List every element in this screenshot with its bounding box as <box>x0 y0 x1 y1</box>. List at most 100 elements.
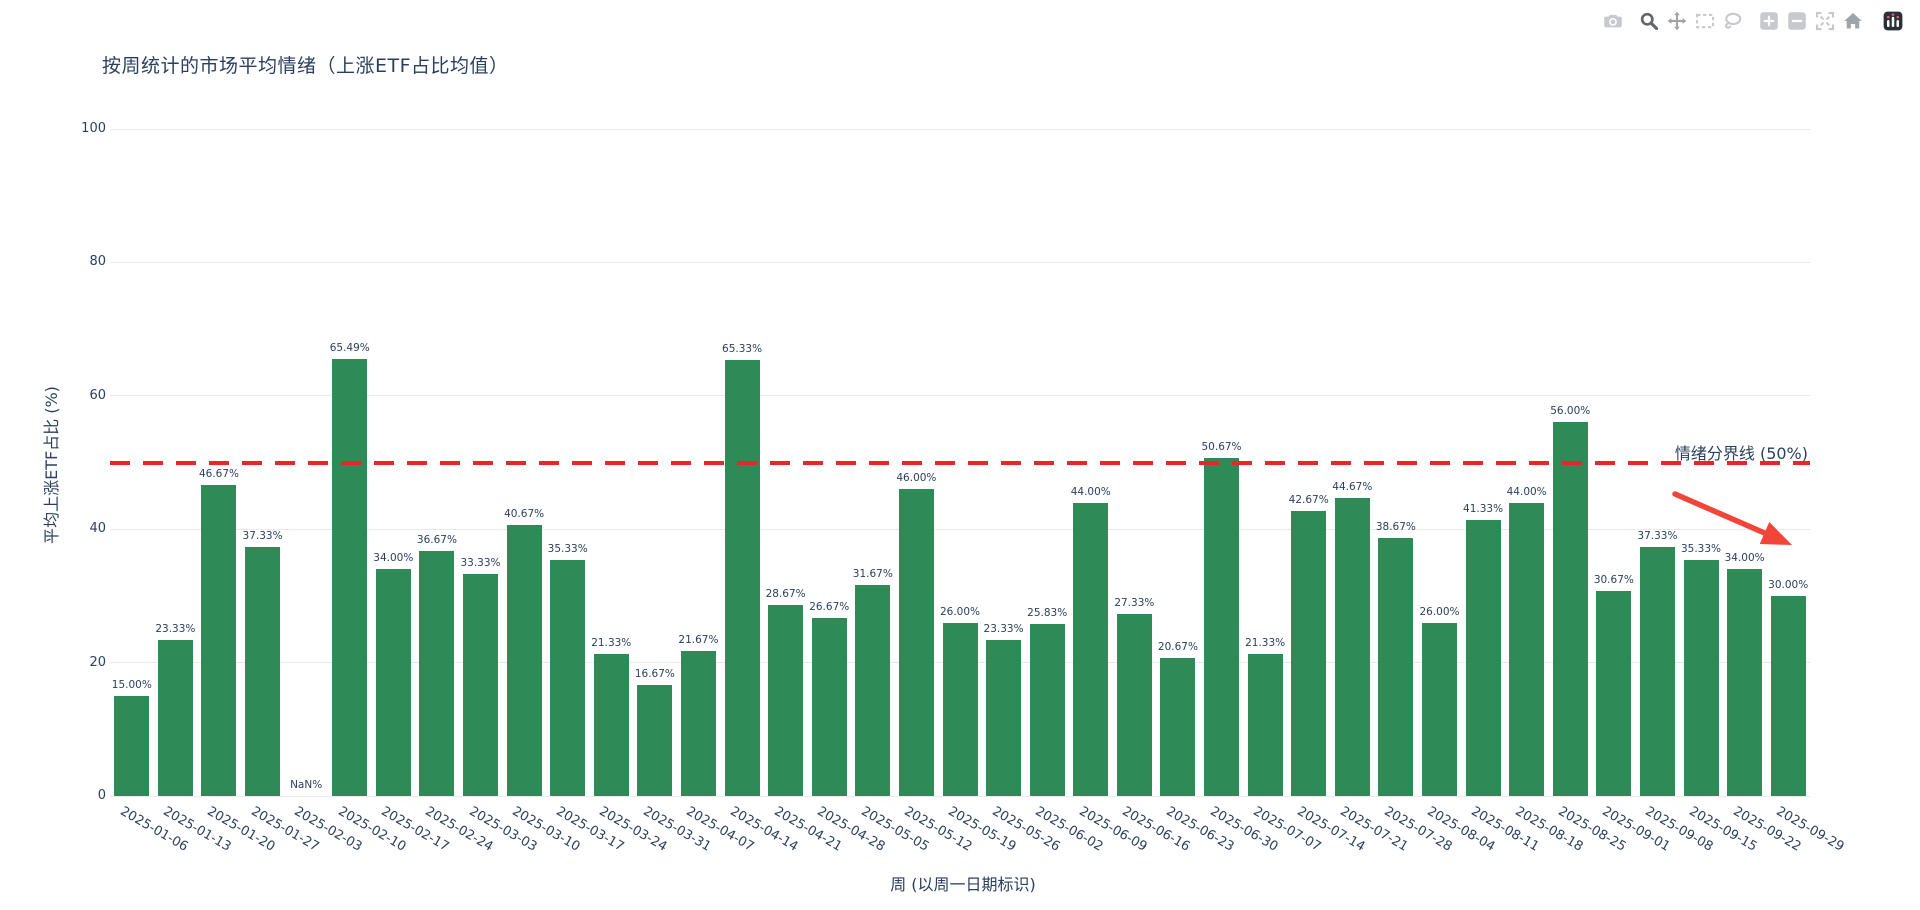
bar[interactable] <box>1247 653 1283 796</box>
bar-value-label: 26.00% <box>1419 605 1460 618</box>
bar[interactable] <box>1683 560 1719 796</box>
bar-value-label: 56.00% <box>1550 405 1591 418</box>
bar[interactable] <box>332 359 368 796</box>
zoom-out-icon <box>1787 11 1807 31</box>
autoscale-icon <box>1815 11 1835 31</box>
y-tick-label: 20 <box>89 654 106 670</box>
bar-value-label: 46.67% <box>198 467 239 480</box>
bar[interactable] <box>680 651 716 796</box>
bar-value-label: 27.33% <box>1114 596 1155 609</box>
modebar-button-home[interactable] <box>1840 8 1866 34</box>
bar[interactable] <box>1334 498 1370 796</box>
bar-value-label: 44.00% <box>1070 485 1111 498</box>
bar[interactable] <box>114 695 150 796</box>
bar[interactable] <box>463 573 498 796</box>
bar-value-label: 41.33% <box>1463 503 1504 516</box>
bar[interactable] <box>1073 502 1109 796</box>
bar[interactable] <box>1116 613 1152 796</box>
modebar-button-zoom[interactable] <box>1636 8 1662 34</box>
bar[interactable] <box>855 584 891 796</box>
bar-value-label: 20.67% <box>1157 641 1198 654</box>
bar-value-label: 37.33% <box>1637 530 1678 542</box>
lasso-select-icon <box>1723 11 1743 31</box>
chart-title: 按周统计的市场平均情绪（上涨ETF占比均值） <box>102 55 509 77</box>
plot-area[interactable]: 15.00% 23.33% 46.67% 37.33% NaN% 65.49% 34.00%… <box>110 128 1810 797</box>
bar-value-label: 46.00% <box>896 472 937 485</box>
bar[interactable] <box>768 604 804 796</box>
bar[interactable] <box>157 640 193 796</box>
bar[interactable] <box>1596 591 1632 796</box>
bar-value-label: 40.67% <box>504 507 545 520</box>
bar-value-label: 26.67% <box>809 601 850 614</box>
bar-value-label: 35.33% <box>1680 543 1722 556</box>
bar[interactable] <box>1378 538 1414 796</box>
box-select-icon <box>1695 11 1715 31</box>
x-axis-title: 周 (以周一日期标识) <box>890 875 1036 894</box>
bar-value-label: 15.00% <box>111 678 152 691</box>
bar[interactable] <box>201 484 237 796</box>
bar-value-label: 28.67% <box>765 587 806 600</box>
plotly-logo-icon <box>1883 11 1903 31</box>
bar-value-label: 44.00% <box>1506 485 1547 498</box>
y-gridline <box>110 395 1810 397</box>
bar-value-label: 37.33% <box>242 530 283 542</box>
bar[interactable] <box>419 551 455 796</box>
camera-icon <box>1603 11 1623 31</box>
bar-value-label: 65.33% <box>722 343 763 356</box>
bar[interactable] <box>375 569 411 796</box>
bar-value-label: 21.67% <box>678 634 719 647</box>
zoom-in-icon <box>1759 11 1779 31</box>
bar-value-label: 30.67% <box>1593 574 1634 587</box>
bar-value-label: 21.33% <box>1245 636 1286 649</box>
modebar-button-box-select[interactable] <box>1692 8 1718 34</box>
bar[interactable] <box>245 547 281 796</box>
bar[interactable] <box>550 560 586 796</box>
bar-value-label: 65.49% <box>329 342 370 355</box>
bar[interactable] <box>1770 595 1806 796</box>
modebar <box>1598 8 1906 34</box>
bar-value-label: 38.67% <box>1375 521 1416 534</box>
bar[interactable] <box>506 524 542 796</box>
bar[interactable] <box>637 684 673 796</box>
zoom-icon <box>1639 11 1659 31</box>
bar[interactable] <box>811 618 847 796</box>
bar[interactable] <box>1029 623 1065 796</box>
bar[interactable] <box>1727 569 1763 796</box>
y-tick-label: 40 <box>89 521 106 537</box>
bar-value-label: 25.83% <box>1027 606 1068 619</box>
y-tick-label: 80 <box>89 254 106 270</box>
bar[interactable] <box>1552 422 1588 796</box>
bar[interactable] <box>724 360 760 796</box>
bar[interactable] <box>1639 547 1675 796</box>
modebar-button-lasso-select[interactable] <box>1720 8 1746 34</box>
home-icon <box>1843 11 1863 31</box>
bar[interactable] <box>1204 458 1240 796</box>
modebar-button-zoom-in[interactable] <box>1756 8 1782 34</box>
bar[interactable] <box>942 622 978 796</box>
bar-value-label: 21.33% <box>591 636 632 649</box>
modebar-button-zoom-out[interactable] <box>1784 8 1810 34</box>
bar-value-label: 31.67% <box>852 567 893 580</box>
y-gridline <box>110 528 1810 530</box>
bar-value-label: 23.33% <box>155 623 196 636</box>
pan-icon <box>1667 11 1687 31</box>
bar[interactable] <box>1509 502 1545 796</box>
bar-value-label: 34.00% <box>1724 552 1765 565</box>
bar-value-label: 23.33% <box>983 623 1024 636</box>
bar[interactable] <box>898 489 934 796</box>
bar[interactable] <box>593 653 629 796</box>
bar[interactable] <box>986 640 1022 796</box>
bar-value-label: 50.67% <box>1201 441 1242 454</box>
modebar-button-autoscale[interactable] <box>1812 8 1838 34</box>
bar[interactable] <box>1160 658 1196 796</box>
y-tick-label: 0 <box>97 788 106 803</box>
modebar-button-pan[interactable] <box>1664 8 1690 34</box>
bar-value-label: 16.67% <box>634 667 675 680</box>
modebar-button-plotly-logo[interactable] <box>1880 8 1906 34</box>
bar[interactable] <box>1465 520 1501 796</box>
bar-value-label: 34.00% <box>373 552 414 565</box>
y-tick-label: 60 <box>89 387 106 403</box>
bar[interactable] <box>1291 511 1327 796</box>
bar[interactable] <box>1421 622 1457 796</box>
modebar-button-camera[interactable] <box>1600 8 1626 34</box>
